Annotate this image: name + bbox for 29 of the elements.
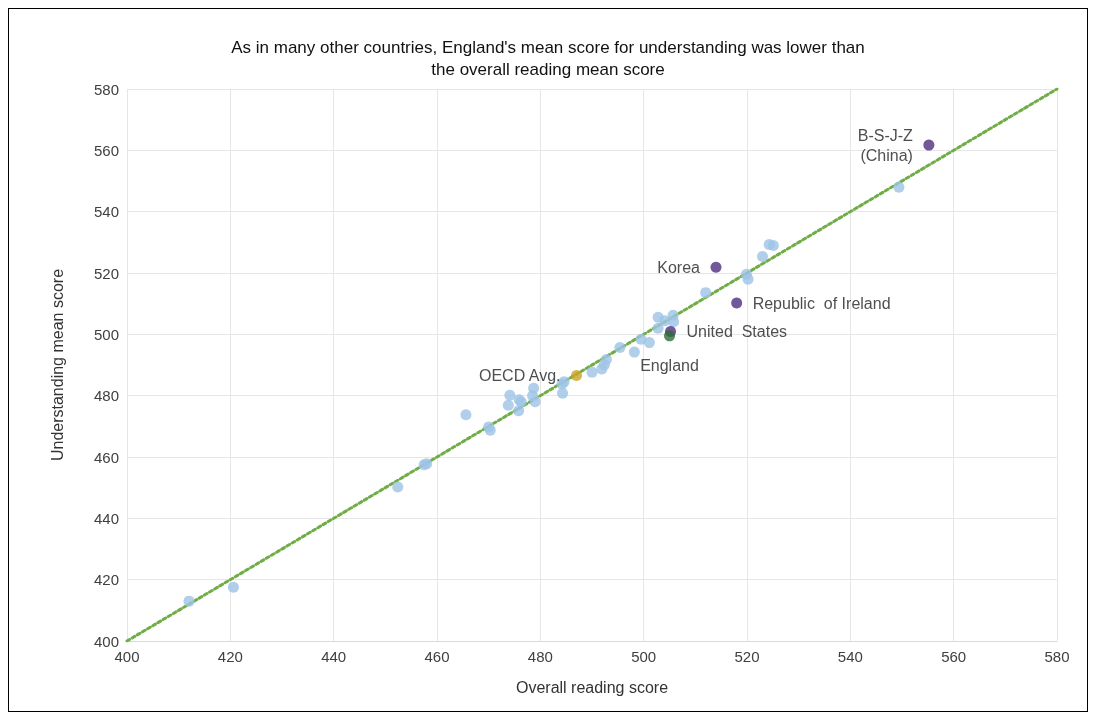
y-tick-label: 540 [93,203,119,221]
annotation: OECD Avg. [478,366,561,384]
chart-title: As in many other countries, England's mean score for understanding was lower than the overall reading mean score [231,37,865,79]
x-tick-label: 540 [837,648,863,665]
x-tick-label: 460 [424,648,450,665]
annotation: Republic of Ireland [752,294,891,312]
x-tick-label: 480 [527,648,553,665]
y-tick-label: 420 [93,571,119,589]
annotation: Korea [657,258,701,276]
annotation: United States [686,323,788,341]
y-tick-label: 460 [93,448,119,466]
annotation: England [640,357,699,375]
y-axis-title: Understanding mean score [48,268,66,462]
y-tick-label: 440 [93,509,119,527]
y-tick-label: 560 [93,141,119,159]
x-tick-label: 520 [734,648,760,665]
y-tick-label: 500 [93,325,119,343]
x-axis-title: Overall reading score [515,678,669,696]
y-tick-label: 580 [93,80,119,98]
x-tick-label: 440 [321,648,347,665]
x-tick-label: 400 [114,648,140,665]
y-tick-label: 400 [93,632,119,650]
y-tick-label: 520 [93,264,119,282]
x-tick-label: 500 [631,648,657,665]
annotation: B-S-J-Z (China) [857,126,914,164]
x-tick-label: 420 [217,648,243,665]
y-tick-label: 480 [93,387,119,405]
x-tick-label: 560 [941,648,967,665]
x-tick-label: 580 [1044,648,1070,665]
